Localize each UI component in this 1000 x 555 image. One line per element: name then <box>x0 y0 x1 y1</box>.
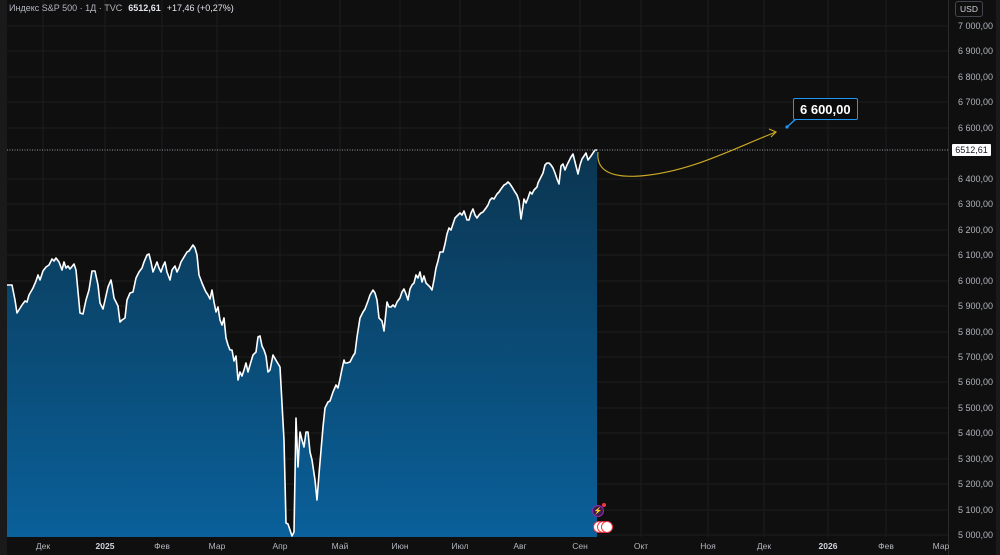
price-tick: 6 400,00 <box>957 174 993 184</box>
price-tick: 5 800,00 <box>957 327 993 337</box>
time-tick: Дек <box>756 541 772 551</box>
price-tick: 6 600,00 <box>957 123 993 133</box>
last-value: 6512,61 <box>128 3 161 13</box>
time-tick: Июн <box>391 541 409 551</box>
price-tick: 5 200,00 <box>957 479 993 489</box>
price-tick: 5 700,00 <box>957 352 993 362</box>
price-tick: 6 300,00 <box>957 199 993 209</box>
price-line <box>7 149 597 537</box>
lightning-event-icon[interactable]: ⚡ <box>592 505 604 517</box>
price-tick: 7 000,00 <box>957 21 993 31</box>
time-tick: Мар <box>932 541 950 551</box>
left-panel-edge <box>0 0 7 555</box>
price-tick: 5 100,00 <box>957 505 993 515</box>
price-tick: 5 300,00 <box>957 454 993 464</box>
time-tick: Апр <box>272 541 288 551</box>
price-tick: 6 200,00 <box>957 225 993 235</box>
event-notification-dot <box>602 503 606 507</box>
price-tick: 5 000,00 <box>957 530 993 540</box>
time-tick: Сен <box>572 541 588 551</box>
time-tick: Июл <box>451 541 469 551</box>
chart-legend[interactable]: Индекс S&P 500 · 1Д · TVC 6512,61 +17,46 (… <box>9 3 234 13</box>
last-price-label: 6512,61 <box>952 144 991 156</box>
target-price-callout[interactable]: 6 600,00 <box>793 98 858 120</box>
price-tick: 6 900,00 <box>957 46 993 56</box>
time-tick: Ноя <box>700 541 716 551</box>
time-tick: Май <box>331 541 349 551</box>
right-panel-edge <box>996 0 1000 555</box>
arrow-head-icon <box>768 128 778 138</box>
change-value: +17,46 (+0,27%) <box>166 3 234 13</box>
price-tick: 5 900,00 <box>957 301 993 311</box>
chart-plot-area[interactable] <box>7 0 948 537</box>
price-area-fill <box>7 150 597 537</box>
callout-anchor-dot <box>785 125 789 129</box>
price-tick: 5 600,00 <box>957 377 993 387</box>
time-tick: Окт <box>633 541 649 551</box>
price-tick: 5 400,00 <box>957 428 993 438</box>
symbol-label: Индекс S&P 500 · 1Д · TVC <box>9 3 123 13</box>
price-tick: 6 000,00 <box>957 276 993 286</box>
time-axis[interactable]: Дек 2025 Фев Мар Апр Май Июн Июл Авг Сен… <box>7 537 950 555</box>
price-tick: 6 800,00 <box>957 72 993 82</box>
price-tick: 6 700,00 <box>957 97 993 107</box>
price-axis[interactable]: 7 000,00 6 900,00 6 800,00 6 700,00 6 60… <box>948 0 1000 555</box>
currency-button[interactable]: USD <box>955 1 983 17</box>
price-tick: 5 500,00 <box>957 403 993 413</box>
projection-arrow <box>597 131 777 177</box>
time-tick: Мар <box>208 541 226 551</box>
time-tick-year: 2025 <box>95 541 115 551</box>
time-tick-year: 2026 <box>818 541 838 551</box>
time-tick: Дек <box>35 541 51 551</box>
price-tick: 6 100,00 <box>957 250 993 260</box>
time-tick: Фев <box>154 541 170 551</box>
us-flag-event-icon-3[interactable] <box>601 521 613 533</box>
time-tick: Авг <box>513 541 527 551</box>
time-tick: Фев <box>878 541 894 551</box>
